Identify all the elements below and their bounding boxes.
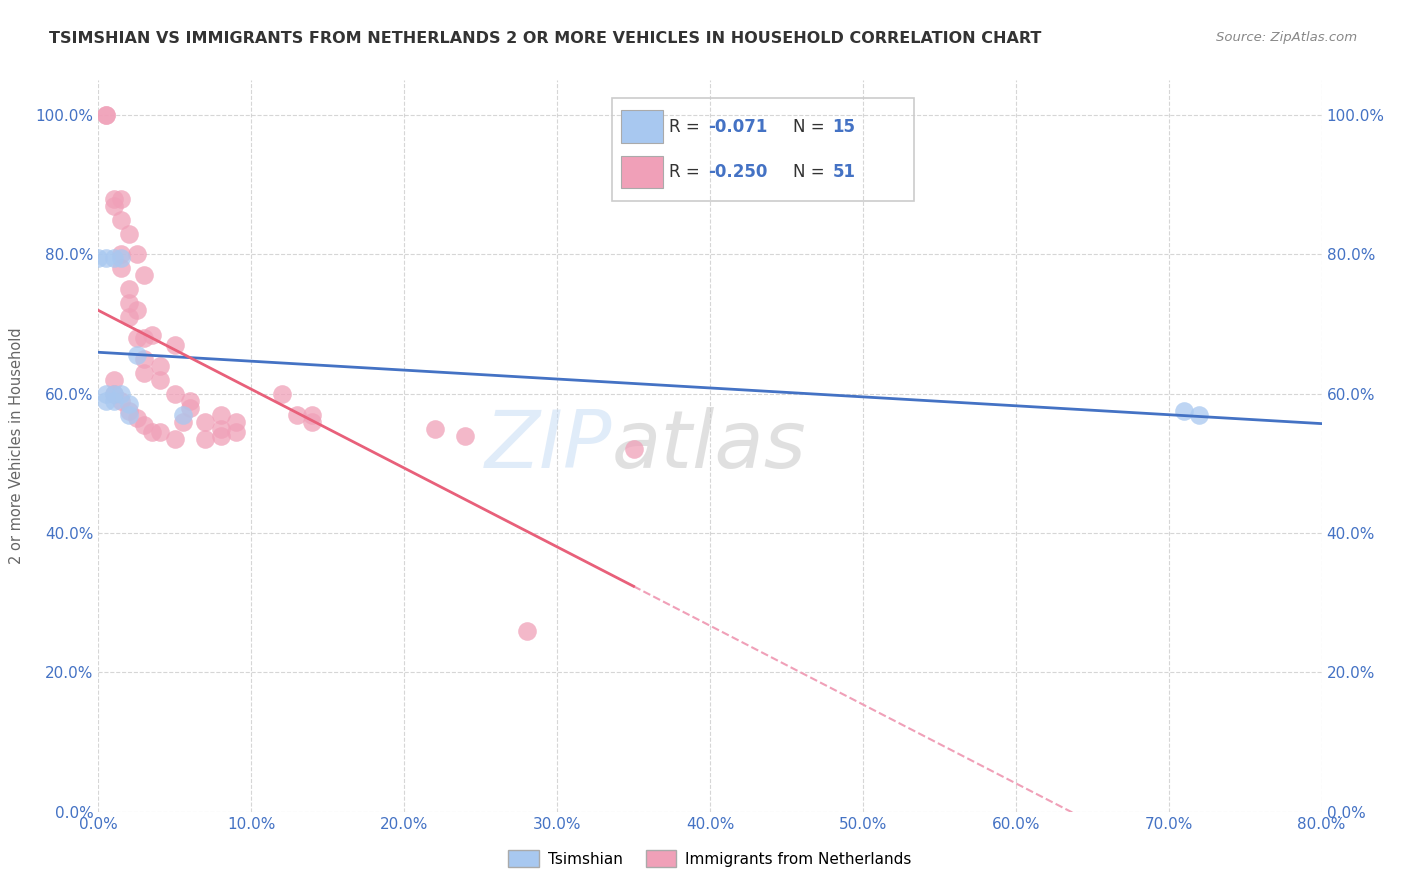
FancyBboxPatch shape — [620, 111, 664, 144]
Text: N =: N = — [793, 163, 830, 181]
Point — [125, 411, 148, 425]
Point — [149, 373, 172, 387]
Point — [125, 303, 148, 318]
Text: ZIP: ZIP — [485, 407, 612, 485]
Point — [103, 192, 125, 206]
Point — [94, 108, 117, 122]
Point — [179, 401, 201, 415]
Point — [516, 624, 538, 638]
Text: 15: 15 — [832, 118, 855, 136]
Text: atlas: atlas — [612, 407, 807, 485]
Point — [103, 251, 125, 265]
Point — [225, 415, 247, 429]
Point — [194, 432, 217, 446]
Text: N =: N = — [793, 118, 830, 136]
Point — [94, 393, 117, 408]
Text: R =: R = — [669, 118, 704, 136]
Text: TSIMSHIAN VS IMMIGRANTS FROM NETHERLANDS 2 OR MORE VEHICLES IN HOUSEHOLD CORRELA: TSIMSHIAN VS IMMIGRANTS FROM NETHERLANDS… — [49, 31, 1042, 46]
Point — [125, 348, 148, 362]
Y-axis label: 2 or more Vehicles in Household: 2 or more Vehicles in Household — [10, 327, 24, 565]
Legend: Tsimshian, Immigrants from Netherlands: Tsimshian, Immigrants from Netherlands — [502, 844, 918, 873]
Point — [134, 418, 156, 433]
Point — [134, 351, 156, 366]
Point — [118, 310, 141, 325]
Point — [94, 251, 117, 265]
Point — [285, 408, 308, 422]
Point — [163, 338, 186, 352]
Point — [94, 386, 117, 401]
Point — [110, 247, 132, 261]
Text: 51: 51 — [832, 163, 855, 181]
Point — [110, 192, 132, 206]
Point — [118, 282, 141, 296]
Point — [179, 393, 201, 408]
Point — [134, 331, 156, 345]
Point — [209, 421, 232, 435]
Text: -0.071: -0.071 — [709, 118, 768, 136]
Point — [134, 366, 156, 380]
Point — [163, 386, 186, 401]
Point — [209, 408, 232, 422]
Point — [125, 331, 148, 345]
Point — [423, 421, 446, 435]
Point — [623, 442, 645, 457]
Point — [301, 408, 323, 422]
Text: R =: R = — [669, 163, 704, 181]
Point — [110, 261, 132, 276]
Point — [141, 425, 163, 439]
Point — [118, 296, 141, 310]
Point — [1173, 404, 1195, 418]
Point — [110, 212, 132, 227]
Point — [118, 404, 141, 418]
Point — [149, 425, 172, 439]
Point — [194, 415, 217, 429]
Point — [103, 199, 125, 213]
Point — [94, 108, 117, 122]
Point — [270, 386, 292, 401]
Point — [103, 393, 125, 408]
Point — [103, 386, 125, 401]
Point — [125, 247, 148, 261]
Point — [149, 359, 172, 373]
Point — [118, 408, 141, 422]
FancyBboxPatch shape — [620, 155, 664, 188]
Point — [225, 425, 247, 439]
Point — [110, 251, 132, 265]
Point — [454, 428, 477, 442]
Text: Source: ZipAtlas.com: Source: ZipAtlas.com — [1216, 31, 1357, 45]
Point — [141, 327, 163, 342]
Point — [103, 373, 125, 387]
Text: -0.250: -0.250 — [709, 163, 768, 181]
Point — [118, 227, 141, 241]
Point — [110, 393, 132, 408]
Point — [134, 268, 156, 283]
Point — [87, 251, 110, 265]
Point — [163, 432, 186, 446]
Point — [172, 415, 194, 429]
Point — [1188, 408, 1211, 422]
Point — [103, 386, 125, 401]
Point — [118, 397, 141, 411]
Point — [110, 386, 132, 401]
Point — [172, 408, 194, 422]
Point — [301, 415, 323, 429]
Point — [209, 428, 232, 442]
